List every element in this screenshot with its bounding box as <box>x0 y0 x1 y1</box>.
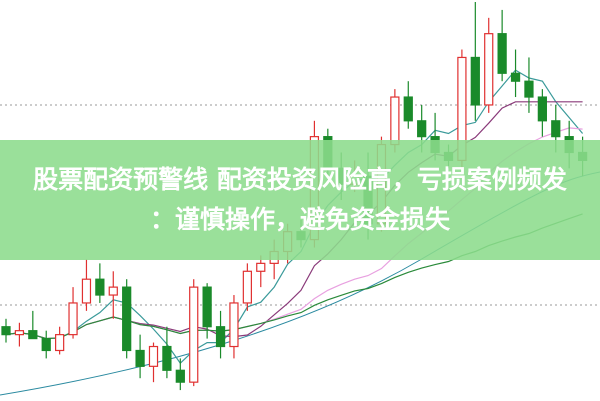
headline-line-1: 股票配资预警线 配资投资风险高，亏损案例频发 <box>33 165 567 194</box>
candle-down <box>524 80 534 98</box>
candle-up <box>108 286 118 296</box>
candle-down <box>551 120 561 138</box>
candle-up <box>14 330 25 336</box>
candle-down <box>470 56 480 106</box>
candle-up <box>256 262 266 272</box>
candle-up <box>189 286 199 383</box>
candle-up <box>68 302 78 336</box>
candle-down <box>135 349 145 367</box>
candle-up <box>81 278 92 304</box>
candle-down <box>537 96 547 122</box>
candle-down <box>28 330 38 340</box>
candle-up <box>484 33 494 106</box>
candle-down <box>202 286 212 328</box>
candle-down <box>510 72 521 82</box>
candle-down <box>1 326 11 336</box>
candle-down <box>497 33 507 74</box>
candle-up <box>148 345 159 367</box>
headline-banner: 股票配资预警线 配资投资风险高，亏损案例频发 ：谨慎操作，避免资金损失 <box>0 140 600 260</box>
candle-down <box>41 338 51 352</box>
candle-down <box>95 278 105 296</box>
candle-up <box>229 302 239 348</box>
candle-down <box>175 369 185 383</box>
candle-down <box>403 96 413 122</box>
candle-down <box>215 326 226 348</box>
candle-down <box>122 286 132 352</box>
candle-down <box>417 120 427 138</box>
candle-up <box>242 270 252 304</box>
headline-line-2: ：谨慎操作，避免资金损失 <box>149 205 450 234</box>
candle-up <box>390 96 400 146</box>
candle-down <box>162 345 172 371</box>
candle-up <box>55 334 65 352</box>
